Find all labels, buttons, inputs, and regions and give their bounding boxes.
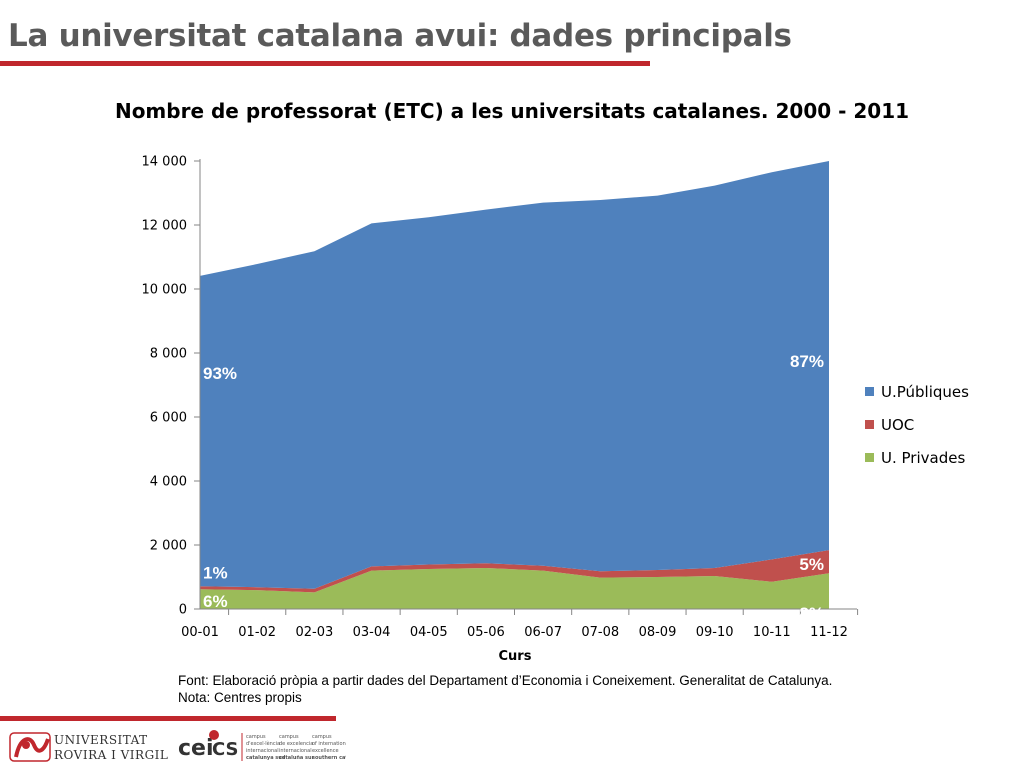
annotation-label: 87% [790,352,824,371]
y-tick-label: 0 [179,603,187,618]
x-tick-label: 04-05 [410,625,448,640]
area-uoc [200,550,829,593]
cei-tagline-text: southern catalonia [312,755,346,761]
x-tick-label: 06-07 [524,625,562,640]
x-tick-label: 08-09 [639,625,677,640]
annotation-label: 5% [799,555,824,574]
x-tick-label: 07-08 [581,625,619,640]
y-tick-label: 6 000 [150,411,187,426]
cei-mark: cei [178,736,214,761]
cei-tagline-text: internacional [279,748,312,754]
annotation-label: 93% [203,364,237,383]
y-tick-label: 8 000 [150,347,187,362]
source-note: Font: Elaboració pròpia a partir dades d… [178,672,832,706]
source-line: Font: Elaboració pròpia a partir dades d… [178,673,833,688]
legend-swatch [865,387,874,396]
legend-label: U.Públiques [881,383,969,401]
footer-underline [0,716,336,721]
area-u-privades [200,568,829,609]
chart-title: Nombre de professorat (ETC) a les univer… [115,99,909,123]
y-tick-label: 14 000 [142,155,188,170]
annotation-label: 8% [799,604,824,623]
y-tick-label: 12 000 [142,219,188,234]
urv-name-line1: UNIVERSITAT [54,733,148,747]
x-tick-label: 09-10 [696,625,734,640]
cei-tagline-text: excellence [312,748,339,754]
cei-tagline-text: d'excel·lència [246,740,280,747]
urv-emblem-icon [9,732,51,762]
legend-swatch [865,453,874,462]
cei-tagline-text: internacional [246,748,279,754]
cei-tagline-text: campus [246,734,266,740]
legend-swatch [865,420,874,429]
cei-tagline-text: campus [312,734,332,740]
title-underline [0,61,650,66]
legend: U.Públiques UOC U. Privades [865,383,969,467]
cei-tagline-text: cataluña sur [279,755,315,761]
cei-tagline-text: of international [312,741,346,747]
y-tick-label: 2 000 [150,539,187,554]
urv-logo: UNIVERSITAT ROVIRA I VIRGILI [9,732,168,762]
cei-tagline-text: campus [279,734,299,740]
x-tick-label: 03-04 [353,625,391,640]
urv-name-line2: ROVIRA I VIRGILI [54,748,168,762]
cei-cs-logo: cei CS campusd'excel·lènciainternacional… [178,730,346,761]
area-u-p-bliques [200,161,829,589]
cei-star-icon [209,730,219,740]
x-tick-label: 02-03 [295,625,333,640]
x-tick-label: 10-11 [753,625,791,640]
x-tick-label: 00-01 [181,625,219,640]
y-tick-label: 4 000 [150,475,187,490]
cei-taglines: campusd'excel·lènciainternacionalcatalun… [246,734,346,761]
area-chart: Nombre de professorat (ETC) a les univer… [115,99,969,664]
axes: 0 2 000 4 000 6 000 8 000 10 000 12 000 14 000 0… [142,155,859,640]
slide-title: La universitat catalana avui: dades prin… [8,18,792,54]
x-axis-title: Curs [499,649,532,664]
x-tick-label: 11-12 [810,625,848,640]
series-areas [200,161,829,609]
x-tick-label: 05-06 [467,625,505,640]
note-line: Nota: Centres propis [178,690,302,705]
y-tick-label: 10 000 [142,283,188,298]
annotation-label: 1% [203,563,228,582]
percentage-annotations: 93% 1% 6% 87% 5% 8% [203,352,824,623]
cei-cs: CS [212,739,239,760]
annotation-label: 6% [203,592,228,611]
x-tick-label: 01-02 [238,625,276,640]
legend-label: UOC [881,416,914,434]
legend-label: U. Privades [881,449,965,467]
cei-tagline-text: catalunya sud [246,755,286,761]
cei-tagline-text: de excelencia [279,741,313,747]
